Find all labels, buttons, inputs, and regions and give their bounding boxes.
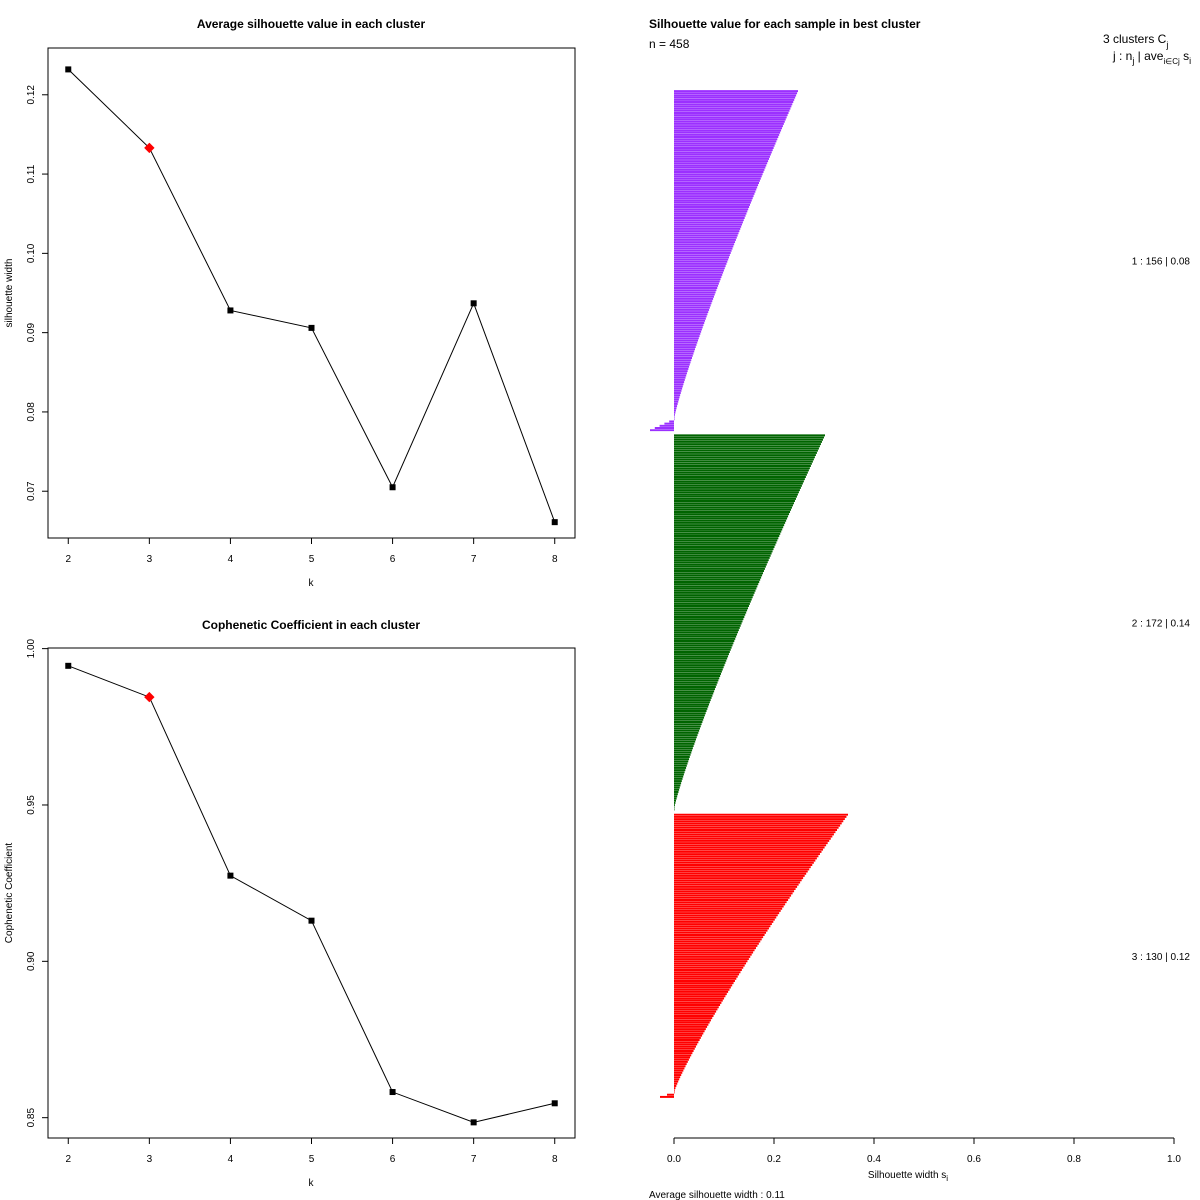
legend-clusters-text: 3 clusters C (1103, 32, 1167, 46)
y-tick-label: 0.12 (26, 85, 37, 105)
cluster-3-label: 3 : 130 | 0.12 (1132, 952, 1191, 963)
avg-silhouette-y-label: silhouette width (4, 259, 15, 328)
cophenetic-y-axis: 0.85 0.90 0.95 1.00 (26, 638, 48, 1127)
silhouette-cluster-labels: 1 : 156 | 0.08 2 : 172 | 0.14 3 : 130 | 0.… (1132, 257, 1191, 963)
x-tick-label: 4 (228, 1154, 234, 1165)
silhouette-title: Silhouette value for each sample in best… (649, 17, 921, 31)
avg-silhouette-x-axis: 2 3 4 5 6 7 8 (65, 538, 558, 565)
data-point-marker (308, 324, 315, 331)
legend-nj-sub: j (1131, 56, 1134, 66)
data-point-marker (389, 484, 396, 491)
x-tick-label: 2 (65, 554, 71, 565)
cophenetic-series (65, 662, 558, 1126)
silhouette-n-label: n = 458 (649, 37, 690, 51)
avg-silhouette-x-label: k (309, 578, 315, 589)
cluster-2-bars (674, 434, 825, 811)
data-point-marker (470, 1119, 477, 1126)
legend-s-sub: i (1189, 56, 1191, 66)
legend-nj-text: j : n (1112, 49, 1132, 63)
x-tick-label: 3 (147, 1154, 153, 1165)
x-tick-label: 2 (65, 1154, 71, 1165)
y-tick-label: 0.95 (26, 795, 37, 815)
cophenetic-plot-frame (47, 647, 576, 1139)
avg-silhouette-panel: Average silhouette value in each cluster… (4, 17, 576, 589)
silhouette-x-label-sub: i (946, 1174, 948, 1183)
x-tick-label: 0.6 (967, 1154, 981, 1165)
cophenetic-x-axis: 2 3 4 5 6 7 8 (65, 1138, 558, 1165)
highlight-point-marker (144, 691, 155, 703)
series-line (68, 665, 555, 1123)
x-tick-label: 8 (552, 554, 558, 565)
data-point-marker (551, 519, 558, 526)
silhouette-x-axis: 0.0 0.2 0.4 0.6 0.8 1.0 (667, 1138, 1181, 1165)
cophenetic-x-label: k (309, 1178, 315, 1189)
legend-ave-sub: i∈Cj (1163, 57, 1180, 66)
silhouette-legend-columns: j : nj | avei∈Cj si (1112, 49, 1191, 66)
silhouette-panel: Silhouette value for each sample in best… (649, 17, 1191, 1200)
avg-silhouette-series (65, 66, 558, 526)
silhouette-x-label: Silhouette width si (868, 1170, 948, 1183)
silhouette-bars (650, 90, 848, 1098)
cluster-3-bars (660, 813, 848, 1098)
series-line (67, 69, 556, 523)
avg-silhouette-title: Average silhouette value in each cluster (197, 17, 426, 31)
x-tick-label: 3 (147, 554, 153, 565)
data-point-marker (65, 66, 72, 73)
data-point-marker (227, 872, 234, 879)
x-tick-label: 0.8 (1067, 1154, 1081, 1165)
silhouette-x-label-text: Silhouette width s (868, 1170, 946, 1181)
x-tick-label: 7 (471, 554, 477, 565)
x-tick-label: 0.4 (867, 1154, 881, 1165)
cophenetic-panel: Cophenetic Coefficient in each cluster 2… (4, 618, 576, 1189)
silhouette-average-footer: Average silhouette width : 0.11 (649, 1190, 785, 1200)
y-tick-label: 0.85 (26, 1108, 37, 1128)
x-tick-label: 0.0 (667, 1154, 681, 1165)
silhouette-legend-header: 3 clusters Cj (1103, 32, 1168, 50)
x-tick-label: 5 (309, 554, 315, 565)
legend-s-text: s (1180, 49, 1189, 63)
legend-cj-sub: j (1165, 40, 1168, 50)
x-tick-label: 5 (309, 1154, 315, 1165)
data-point-marker (470, 300, 477, 307)
cophenetic-title: Cophenetic Coefficient in each cluster (202, 618, 420, 632)
avg-silhouette-plot-frame (47, 47, 576, 539)
cluster-1-label: 1 : 156 | 0.08 (1132, 257, 1191, 268)
avg-silhouette-y-axis: 0.07 0.08 0.09 0.10 0.11 0.12 (26, 85, 48, 501)
y-tick-label: 0.90 (26, 951, 37, 971)
legend-ave-text: | ave (1134, 49, 1163, 63)
x-tick-label: 4 (228, 554, 234, 565)
data-point-marker (227, 307, 234, 314)
y-tick-label: 0.08 (26, 402, 37, 422)
x-tick-label: 8 (552, 1154, 558, 1165)
data-point-marker (551, 1100, 558, 1107)
y-tick-label: 0.10 (26, 243, 37, 263)
data-point-marker (389, 1089, 396, 1096)
highlight-point-marker (144, 142, 155, 154)
cophenetic-y-label: Cophenetic Coefficient (4, 843, 15, 944)
y-tick-label: 0.09 (26, 322, 37, 342)
y-tick-label: 0.07 (26, 481, 37, 501)
x-tick-label: 0.2 (767, 1154, 781, 1165)
data-point-marker (65, 662, 72, 669)
y-tick-label: 0.11 (26, 164, 37, 183)
cluster-2-label: 2 : 172 | 0.14 (1132, 618, 1191, 629)
x-tick-label: 6 (390, 1154, 396, 1165)
x-tick-label: 7 (471, 1154, 477, 1165)
data-point-marker (308, 917, 315, 924)
y-tick-label: 1.00 (26, 638, 37, 658)
x-tick-label: 6 (390, 554, 396, 565)
cluster-1-bars (650, 90, 798, 432)
x-tick-label: 1.0 (1167, 1154, 1181, 1165)
